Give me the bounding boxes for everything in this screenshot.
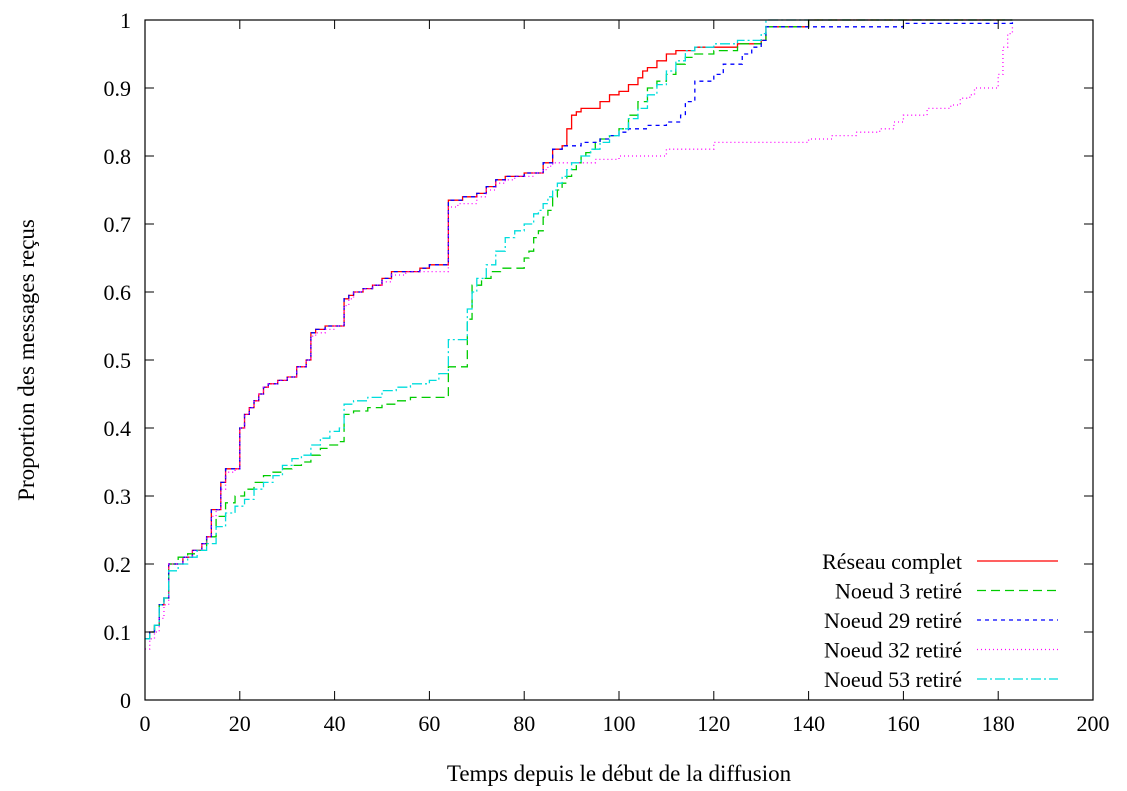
x-tick-label: 0 [140, 711, 151, 736]
x-tick-label: 140 [792, 711, 825, 736]
x-tick-label: 60 [418, 711, 440, 736]
series-layer [145, 19, 1014, 650]
y-tick-label: 0.2 [104, 552, 132, 577]
x-tick-label: 180 [982, 711, 1015, 736]
x-tick-label: 40 [324, 711, 346, 736]
series-line-5 [145, 19, 1013, 640]
y-tick-label: 0.1 [104, 620, 132, 645]
y-tick-label: 0 [120, 688, 131, 713]
x-tick-label: 100 [603, 711, 636, 736]
y-tick-label: 0.6 [104, 280, 132, 305]
y-tick-label: 0.8 [104, 144, 132, 169]
y-tick-label: 0.3 [104, 484, 132, 509]
x-axis-label: Temps depuis le début de la diffusion [447, 761, 792, 786]
legend: Réseau complet Noeud 3 retiré Noeud 29 ret… [822, 549, 1058, 692]
x-tick-label: 120 [697, 711, 730, 736]
series-line-2 [145, 19, 1013, 640]
y-tick-label: 0.9 [104, 76, 132, 101]
y-axis-label: Proportion des messages reçus [14, 219, 39, 501]
x-tick-label: 200 [1077, 711, 1110, 736]
legend-label: Noeud 53 retiré [824, 667, 962, 692]
series-line-4 [145, 26, 1014, 650]
legend-label: Noeud 29 retiré [824, 608, 962, 633]
legend-label: Noeud 3 retiré [835, 579, 962, 604]
legend-label: Noeud 32 retiré [824, 638, 962, 663]
y-tick-label: 0.4 [104, 416, 132, 441]
ticks-layer: 0 20 40 60 80 100 120 140 160 180 200 0 0.1 0.2 0.3 0.4… [104, 8, 1110, 736]
legend-label: Réseau complet [822, 549, 962, 574]
series-line-3 [145, 20, 1014, 640]
y-tick-label: 1 [120, 8, 131, 33]
y-tick-label: 0.5 [104, 348, 132, 373]
x-tick-label: 160 [887, 711, 920, 736]
y-tick-label: 0.7 [104, 212, 132, 237]
x-tick-label: 20 [229, 711, 251, 736]
plot-frame [144, 19, 1094, 701]
x-tick-label: 80 [513, 711, 535, 736]
